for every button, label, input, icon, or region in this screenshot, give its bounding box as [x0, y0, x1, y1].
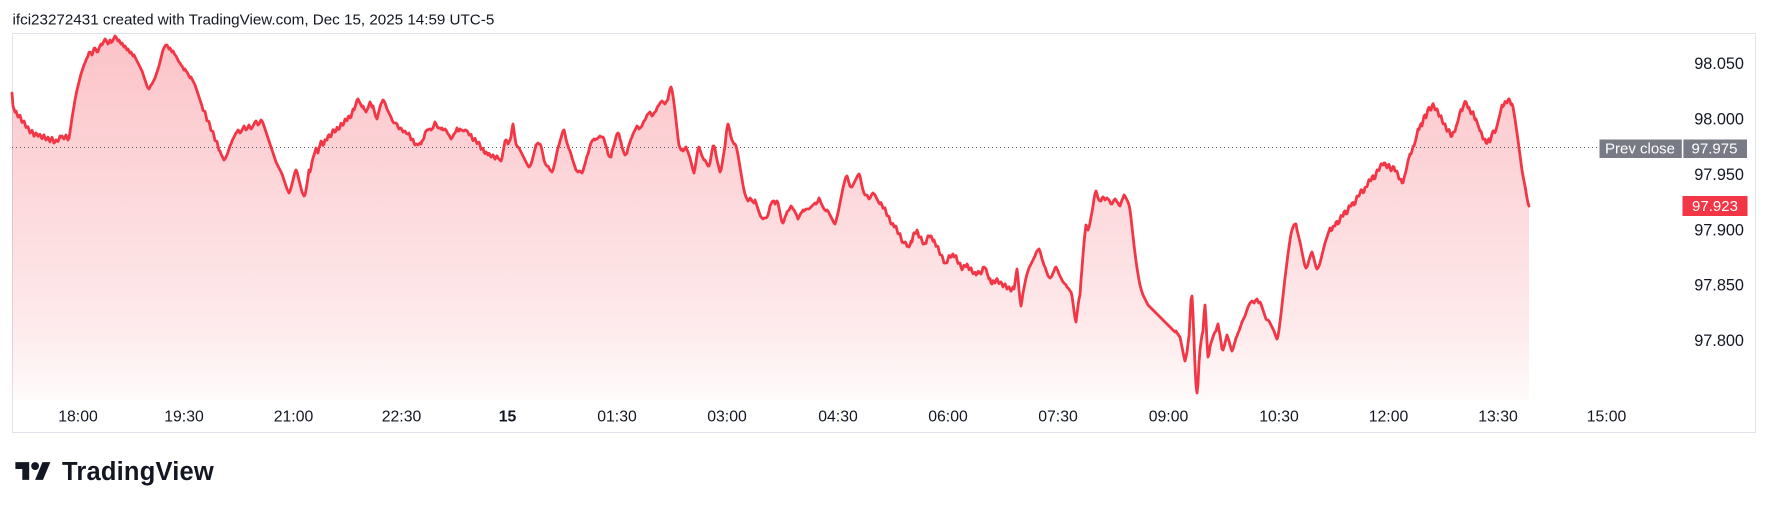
svg-text:12:00: 12:00 — [1369, 408, 1409, 425]
svg-text:97.923: 97.923 — [1692, 198, 1738, 215]
svg-text:98.050: 98.050 — [1694, 55, 1744, 73]
svg-text:97.850: 97.850 — [1694, 277, 1744, 295]
svg-text:97.900: 97.900 — [1694, 221, 1744, 239]
svg-text:18:00: 18:00 — [58, 408, 98, 425]
svg-text:04:30: 04:30 — [818, 408, 858, 425]
svg-text:07:30: 07:30 — [1038, 408, 1078, 425]
svg-text:97.800: 97.800 — [1694, 332, 1744, 350]
svg-text:97.950: 97.950 — [1694, 166, 1744, 184]
svg-text:19:30: 19:30 — [164, 408, 204, 425]
svg-text:09:00: 09:00 — [1149, 408, 1189, 425]
svg-text:15: 15 — [499, 408, 517, 425]
svg-text:13:30: 13:30 — [1478, 408, 1518, 425]
svg-text:97.975: 97.975 — [1692, 141, 1738, 158]
svg-text:01:30: 01:30 — [597, 408, 637, 425]
svg-text:98.000: 98.000 — [1694, 111, 1744, 129]
svg-text:10:30: 10:30 — [1259, 408, 1299, 425]
svg-text:TradingView: TradingView — [62, 458, 214, 486]
svg-text:03:00: 03:00 — [707, 408, 747, 425]
svg-text:ifci23272431 created with Trad: ifci23272431 created with TradingView.co… — [13, 11, 495, 28]
svg-text:21:00: 21:00 — [274, 408, 314, 425]
svg-text:Prev close: Prev close — [1605, 141, 1675, 158]
svg-text:06:00: 06:00 — [928, 408, 968, 425]
svg-text:15:00: 15:00 — [1587, 408, 1627, 425]
svg-text:22:30: 22:30 — [382, 408, 422, 425]
